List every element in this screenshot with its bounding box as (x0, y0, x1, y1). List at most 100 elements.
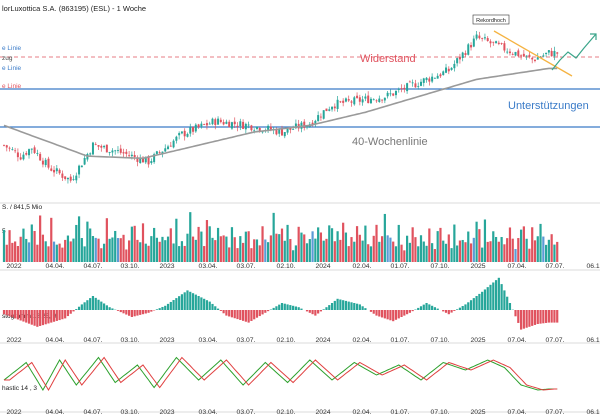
x-tick-label: 01.07. (391, 337, 410, 344)
candle-body (472, 38, 475, 47)
x-tick-label: 07.10. (431, 337, 450, 344)
volume-bar (383, 213, 386, 262)
volume-bar (19, 236, 22, 262)
macd-bar (139, 310, 142, 315)
volume-bar (514, 249, 517, 262)
x-tick-label: 06.10 (586, 337, 600, 344)
x-tick-label: 07.10. (431, 263, 450, 270)
volume-bar (339, 239, 342, 262)
volume-bar (72, 238, 75, 262)
volume-bar (139, 242, 142, 262)
macd-bar (19, 310, 22, 321)
volume-bar (433, 249, 436, 262)
x-tick-label: 03.04. (199, 409, 218, 416)
volume-bar (364, 225, 367, 262)
volume-bar (244, 231, 247, 262)
macd-bar (542, 310, 545, 324)
volume-bar (228, 247, 231, 262)
volume-bar (194, 239, 197, 262)
macd-bar (267, 310, 270, 312)
candle-body (392, 93, 395, 96)
volume-bar (358, 234, 361, 262)
candle-body (208, 123, 211, 125)
candle-body (5, 145, 8, 148)
candle-body (247, 124, 250, 126)
candle-body (89, 153, 92, 155)
x-tick-label: 06.10 (586, 409, 600, 416)
candle-body (428, 78, 431, 82)
macd-bar (16, 310, 19, 320)
macd-bar (128, 310, 131, 316)
candle-body (186, 133, 189, 137)
x-tick-label: 03.10. (121, 337, 140, 344)
candle-body (103, 145, 106, 148)
candle-body (108, 152, 111, 153)
candle-body (150, 161, 153, 164)
volume-bar (94, 237, 97, 262)
macd-bar (461, 306, 464, 310)
stochastic-label: hastic 14 , 3 (2, 385, 37, 392)
volume-bar (116, 238, 120, 262)
macd-bar (169, 301, 172, 310)
candle-body (41, 160, 44, 165)
x-tick-label: 03.04. (199, 263, 218, 270)
candle-body (292, 129, 295, 130)
volume-bar (128, 240, 131, 262)
macd-bar (481, 291, 484, 310)
macd-bar (66, 310, 70, 317)
candle-body (342, 100, 345, 103)
macd-bar (130, 310, 133, 317)
candle-body (333, 106, 336, 109)
volume-bar (297, 226, 300, 262)
volume-bar (442, 240, 445, 262)
macd-bar (255, 310, 259, 318)
macd-bar (300, 308, 303, 310)
candle-body (497, 42, 500, 44)
macd-bar (5, 310, 8, 316)
macd-bar (89, 298, 92, 310)
candle-body (447, 68, 450, 72)
volume-bar (386, 235, 389, 262)
macd-bar (8, 310, 11, 317)
volume-bar (169, 228, 172, 262)
macd-bar (22, 310, 25, 322)
candle-body (542, 55, 545, 57)
volume-bar (153, 227, 156, 262)
candle-body (205, 123, 208, 126)
volume-bar (61, 247, 64, 262)
macd-bar (136, 310, 139, 316)
volume-bar (5, 244, 8, 262)
candle-body (478, 35, 481, 39)
candle-body (189, 127, 192, 134)
volume-bar (16, 245, 19, 262)
chart-title: lorLuxottica S.A. (863195) (ESL) - 1 Woc… (2, 4, 146, 13)
volume-bar (166, 236, 170, 262)
volume-bar (528, 248, 531, 262)
candle-body (36, 153, 39, 154)
candle-body (97, 145, 100, 147)
macd-bar (253, 310, 256, 320)
candle-body (344, 98, 347, 102)
candle-body (550, 50, 553, 57)
candle-body (531, 57, 534, 60)
macd-bar (119, 310, 122, 313)
candle-body (350, 101, 353, 103)
candle-body (289, 128, 292, 130)
macd-bar (11, 310, 14, 318)
volume-bar (447, 234, 450, 262)
macd-bar (503, 290, 506, 310)
volume-bar (289, 238, 292, 262)
candle-body (91, 142, 94, 155)
volume-bar (80, 238, 83, 262)
candle-body (211, 118, 214, 125)
candle-body (517, 50, 520, 57)
candle-body (431, 76, 434, 82)
volume-bar (545, 244, 548, 262)
macd-bar (164, 305, 167, 310)
candle-body (283, 132, 286, 137)
candle-body (167, 146, 170, 150)
macd-bar (275, 306, 278, 310)
x-tick-label: 03.10. (121, 409, 140, 416)
candle-body (105, 144, 108, 153)
macd-bar (194, 294, 197, 310)
